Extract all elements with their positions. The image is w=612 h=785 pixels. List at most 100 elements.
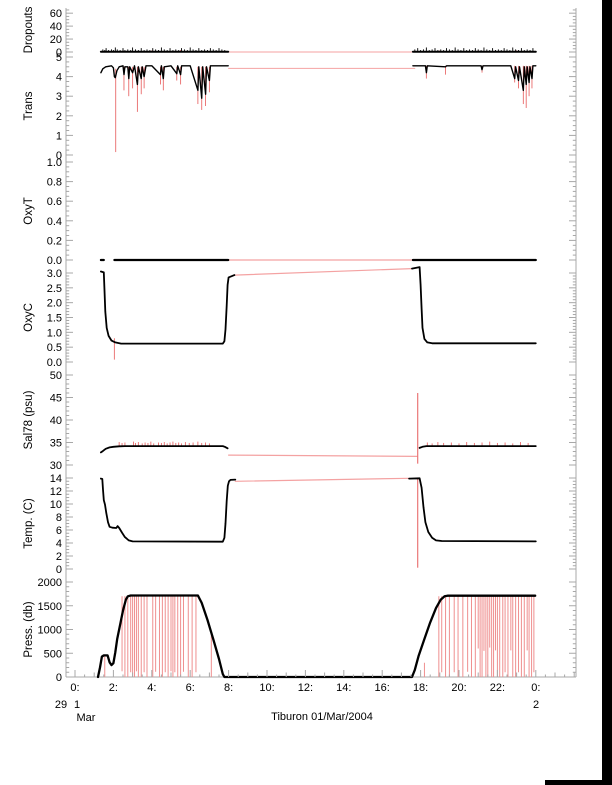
ytick-label: 40 (50, 21, 62, 33)
ytick-label: 35 (50, 438, 62, 450)
panel-sal78-yticks (66, 374, 576, 466)
ytick-label: 1 (56, 130, 62, 142)
x-axis: 0: 2: 4: 6: 8: 10: 12: 14: 16: 18: 20: 22: 0: (70, 670, 575, 694)
ytick-label: 1.0 (47, 157, 62, 169)
ytick-label: 0.2 (47, 235, 62, 247)
xtick-label: 16: (375, 682, 390, 694)
panel-press-yticks (66, 581, 576, 678)
panel-oxyt-yticks (66, 161, 576, 261)
series-sal78 (100, 445, 229, 454)
series-temp (408, 477, 537, 543)
ytick-label: 4 (56, 538, 62, 550)
xtick-label: 8: (224, 682, 233, 694)
series-press (96, 594, 537, 679)
ytick-label: 45 (50, 393, 62, 405)
date-label-mar1: 1 (73, 699, 81, 711)
panel-sal78: 30 35 40 45 50 Sal78 (psu) (23, 370, 576, 472)
ylabel-oxyt: OxyT (23, 197, 35, 224)
ytick-label: 0.8 (47, 177, 62, 189)
ytick-label: 10 (50, 499, 62, 511)
series-sal78 (418, 445, 537, 449)
ytick-label: 3 (56, 91, 62, 103)
xtick-label: 6: (186, 682, 195, 694)
ytick-label: 2.5 (47, 283, 62, 295)
ylabel-press: Press. (db) (23, 601, 35, 657)
ytick-label: 0.0 (47, 255, 62, 267)
ylabel-oxyc: OxyC (23, 303, 35, 332)
series-trans (412, 65, 537, 92)
ytick-label: 0 (56, 47, 62, 59)
spikes-press (104, 596, 535, 677)
ytick-label: 5 (56, 52, 62, 64)
xtick-label: 2: (109, 682, 118, 694)
spikes-dropouts (102, 47, 534, 52)
ytick-label: 6 (56, 525, 62, 537)
xtick-label: 0: (70, 682, 79, 694)
ytick-label: 8 (56, 512, 62, 524)
panel-temp-yticks (66, 477, 576, 570)
xtick-label: 0: (531, 682, 540, 694)
ytick-label: 1.5 (47, 313, 62, 325)
desktop-bottom-edge (545, 780, 612, 785)
ytick-label: 1000 (38, 625, 62, 637)
panel-oxyt: 0.0 0.2 0.4 0.6 0.8 1.0 OxyT (23, 157, 576, 267)
ylabel-trans: Trans (23, 91, 35, 120)
date-label-feb29: 29 (54, 699, 68, 711)
ytick-label: 2.0 (47, 298, 62, 310)
ytick-label: 20 (50, 34, 62, 46)
xtick-label: 22: (490, 682, 505, 694)
ytick-label: 0.4 (47, 216, 62, 228)
ytick-label: 0.5 (47, 342, 62, 354)
series-sal78 (228, 454, 418, 457)
ylabel-temp: Temp. (C) (23, 498, 35, 549)
xtick-label: 4: (147, 682, 156, 694)
series-temp (100, 477, 237, 543)
ytick-label: 4 (56, 72, 62, 84)
ylabel-dropouts: Dropouts (23, 6, 35, 53)
panel-oxyc-yticks (66, 272, 576, 363)
xtick-label: 14: (336, 682, 351, 694)
ytick-label: 12 (50, 486, 62, 498)
panel-oxyc: 0.0 0.5 1.0 1.5 2.0 2.5 3.0 OxyC (23, 266, 576, 369)
spikes-trans (115, 65, 533, 153)
ytick-label: 2 (56, 111, 62, 123)
xtick-label: 10: (259, 682, 274, 694)
ytick-label: 0 (56, 672, 62, 684)
ytick-label: 500 (44, 648, 62, 660)
ytick-label: 14 (50, 473, 62, 485)
series-oxyc (411, 266, 537, 345)
ytick-label: 3.0 (47, 268, 62, 280)
series-temp (234, 477, 410, 482)
desktop-right-edge (602, 0, 612, 785)
spikes-sal78 (118, 441, 529, 446)
ytick-label: 2 (56, 551, 62, 563)
series-trans (100, 65, 229, 99)
ylabel-sal78: Sal78 (psu) (23, 390, 35, 449)
ytick-label: 30 (50, 460, 62, 472)
ytick-label: 0 (56, 150, 62, 162)
ytick-label: 0.6 (47, 196, 62, 208)
series-oxyc (100, 270, 236, 345)
panel-trans-yticks (66, 56, 576, 156)
date-label-mar2: 2 (532, 699, 540, 711)
ytick-label: 0.0 (47, 357, 62, 369)
ytick-label: 50 (50, 370, 62, 382)
ytick-label: 1500 (38, 601, 62, 613)
ytick-label: 60 (50, 8, 62, 20)
panel-trans: 0 1 2 3 4 5 Trans (23, 52, 576, 162)
ytick-label: 0 (56, 564, 62, 576)
ytick-label: 1.0 (47, 327, 62, 339)
panel-dropouts-yticks (66, 9, 576, 53)
x-axis-title: Tiburon 01/Mar/2004 (271, 711, 373, 723)
xtick-label: 18: (413, 682, 428, 694)
ytick-label: 40 (50, 415, 62, 427)
ytick-label: 2000 (38, 577, 62, 589)
xtick-label: 12: (298, 682, 313, 694)
month-label: Mar (76, 712, 96, 724)
xtick-label: 20: (451, 682, 466, 694)
